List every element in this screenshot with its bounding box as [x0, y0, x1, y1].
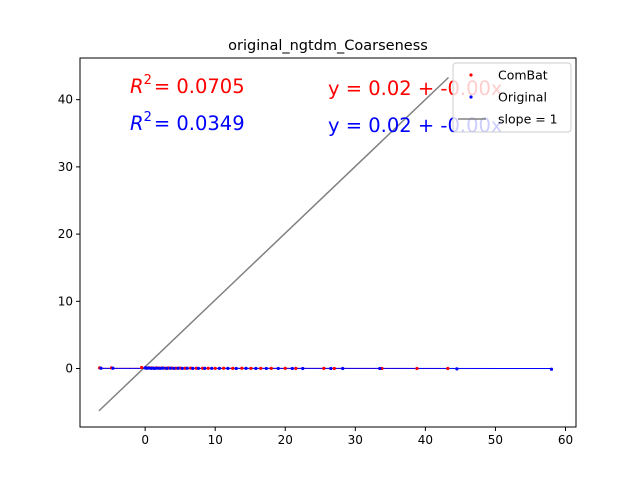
- x-tick-label: 20: [278, 433, 293, 447]
- original-point: [176, 366, 180, 370]
- original-point: [172, 366, 176, 370]
- original-r2-exp: 2: [144, 110, 152, 125]
- x-tick-label: 40: [418, 433, 433, 447]
- combat-point: [213, 366, 217, 370]
- combat-point: [231, 366, 235, 370]
- original-r2-symbol: R: [130, 112, 144, 135]
- axis-ticks: 0 10 20 30 40 50 60 0 10 20 30 40: [58, 93, 573, 447]
- original-point: [264, 366, 268, 371]
- original-point: [111, 366, 115, 370]
- combat-point: [415, 366, 419, 371]
- original-point: [210, 366, 214, 370]
- y-tick-label: 30: [58, 160, 73, 174]
- x-tick-label: 0: [141, 433, 149, 447]
- original-point: [203, 366, 207, 370]
- y-tick-label: 0: [65, 362, 73, 376]
- original-point: [244, 366, 248, 370]
- original-point: [290, 366, 294, 371]
- axes-frame: [79, 57, 577, 428]
- chart-title: original_ngtdm_Coarseness: [228, 38, 428, 54]
- combat-r2-value: = 0.0705: [154, 75, 245, 98]
- original-point: [153, 366, 157, 370]
- original-point: [234, 366, 238, 371]
- legend: ComBat Original slope = 1: [452, 62, 572, 133]
- original-point: [156, 366, 160, 370]
- original-point: [329, 366, 333, 371]
- x-tick-label: 30: [348, 433, 363, 447]
- combat-point: [206, 366, 210, 370]
- combat-r2-exp: 2: [144, 73, 152, 88]
- original-r2-value: = 0.0349: [154, 112, 245, 135]
- original-point: [276, 366, 280, 371]
- original-point: [185, 366, 189, 370]
- original-point: [99, 366, 103, 370]
- combat-point: [222, 366, 226, 370]
- original-point: [196, 366, 200, 370]
- combat-r2-symbol: R: [130, 75, 144, 98]
- original-point: [217, 366, 222, 370]
- combat-point: [259, 366, 263, 370]
- legend-original-marker: [469, 95, 473, 99]
- x-tick-label: 10: [208, 433, 223, 447]
- combat-point: [294, 366, 298, 370]
- legend-original-label: Original: [498, 90, 547, 105]
- combat-point: [332, 366, 336, 371]
- original-point: [161, 366, 165, 370]
- combat-point: [446, 366, 450, 371]
- original-point: [301, 366, 305, 371]
- original-point: [341, 366, 345, 371]
- original-point: [549, 367, 554, 371]
- combat-point: [240, 366, 244, 370]
- svg-text:R2= 0.0349: R2 = 0.0349: [130, 110, 245, 135]
- x-tick-label: 50: [488, 433, 503, 447]
- y-tick-label: 10: [58, 294, 73, 308]
- original-point: [455, 367, 459, 371]
- y-tick-label: 20: [58, 227, 73, 241]
- original-point: [180, 366, 184, 370]
- combat-point: [269, 366, 273, 370]
- original-r2-annotation: R2 = 0.0349: [130, 110, 245, 135]
- original-point: [165, 366, 169, 370]
- original-point: [378, 366, 382, 371]
- combat-point: [283, 366, 287, 370]
- legend-box: [452, 62, 572, 133]
- combat-point: [140, 365, 144, 370]
- original-point: [254, 366, 258, 371]
- combat-point: [322, 366, 326, 370]
- legend-combat-marker: [469, 73, 473, 77]
- plot-area: [98, 76, 554, 412]
- x-tick-label: 60: [558, 433, 573, 447]
- slope-one-line: [98, 76, 450, 412]
- original-point: [226, 366, 230, 370]
- svg-text:R2= 0.0705: R2 = 0.0705: [130, 73, 245, 98]
- combat-r2-annotation: R2 = 0.0705: [130, 73, 245, 98]
- legend-combat-label: ComBat: [498, 68, 548, 83]
- combat-point: [249, 366, 253, 370]
- legend-slope-label: slope = 1: [498, 112, 558, 127]
- original-point: [158, 366, 163, 370]
- y-tick-label: 40: [58, 93, 73, 107]
- original-point: [168, 366, 172, 370]
- original-point: [191, 366, 195, 370]
